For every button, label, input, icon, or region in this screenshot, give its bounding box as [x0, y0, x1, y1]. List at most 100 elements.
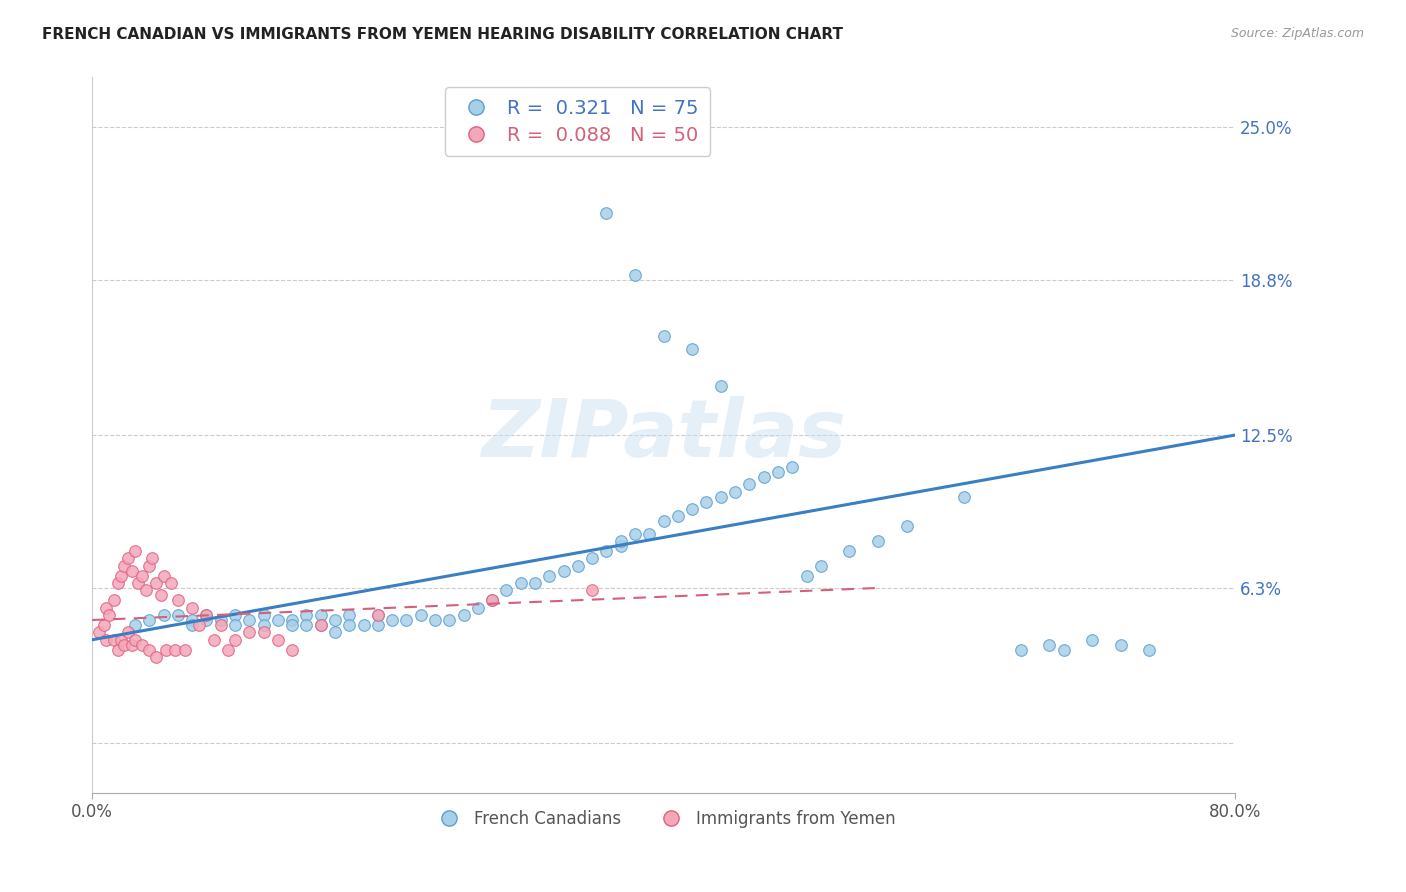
Point	[567, 558, 589, 573]
Point	[103, 593, 125, 607]
Point	[295, 618, 318, 632]
Point	[181, 618, 204, 632]
Point	[1137, 642, 1160, 657]
Point	[681, 502, 703, 516]
Point	[381, 613, 404, 627]
Text: ZIPatlas: ZIPatlas	[481, 396, 846, 474]
Point	[138, 613, 160, 627]
Point	[367, 608, 389, 623]
Point	[224, 632, 246, 647]
Point	[309, 608, 332, 623]
Point	[135, 583, 157, 598]
Point	[752, 470, 775, 484]
Point	[423, 613, 446, 627]
Point	[117, 625, 139, 640]
Point	[838, 544, 860, 558]
Point	[766, 465, 789, 479]
Point	[367, 608, 389, 623]
Point	[238, 613, 260, 627]
Point	[96, 600, 118, 615]
Point	[624, 268, 647, 282]
Point	[252, 625, 274, 640]
Point	[1038, 638, 1060, 652]
Point	[181, 600, 204, 615]
Point	[159, 576, 181, 591]
Point	[367, 618, 389, 632]
Point	[152, 608, 174, 623]
Point	[1010, 642, 1032, 657]
Point	[595, 206, 617, 220]
Point	[1109, 638, 1132, 652]
Point	[96, 632, 118, 647]
Point	[353, 618, 375, 632]
Point	[121, 564, 143, 578]
Point	[107, 642, 129, 657]
Point	[209, 618, 232, 632]
Point	[124, 544, 146, 558]
Point	[409, 608, 432, 623]
Point	[481, 593, 503, 607]
Point	[238, 625, 260, 640]
Point	[98, 608, 121, 623]
Point	[224, 618, 246, 632]
Point	[252, 608, 274, 623]
Point	[553, 564, 575, 578]
Point	[174, 642, 197, 657]
Legend: French Canadians, Immigrants from Yemen: French Canadians, Immigrants from Yemen	[425, 803, 903, 834]
Point	[152, 568, 174, 582]
Point	[195, 608, 218, 623]
Point	[652, 329, 675, 343]
Point	[117, 551, 139, 566]
Point	[337, 618, 360, 632]
Point	[710, 378, 733, 392]
Point	[138, 558, 160, 573]
Point	[652, 514, 675, 528]
Point	[103, 632, 125, 647]
Point	[131, 638, 153, 652]
Point	[681, 342, 703, 356]
Point	[112, 638, 135, 652]
Point	[538, 568, 561, 582]
Point	[188, 618, 211, 632]
Point	[163, 642, 186, 657]
Point	[252, 618, 274, 632]
Point	[780, 460, 803, 475]
Point	[866, 534, 889, 549]
Point	[224, 608, 246, 623]
Point	[124, 632, 146, 647]
Point	[1053, 642, 1076, 657]
Point	[281, 642, 304, 657]
Point	[581, 551, 603, 566]
Point	[141, 551, 163, 566]
Point	[624, 526, 647, 541]
Point	[952, 490, 974, 504]
Point	[131, 568, 153, 582]
Point	[810, 558, 832, 573]
Point	[323, 613, 346, 627]
Point	[796, 568, 818, 582]
Point	[695, 494, 717, 508]
Point	[395, 613, 418, 627]
Point	[202, 632, 225, 647]
Point	[112, 558, 135, 573]
Point	[267, 632, 290, 647]
Point	[121, 638, 143, 652]
Point	[155, 642, 177, 657]
Point	[1081, 632, 1104, 647]
Point	[281, 618, 304, 632]
Point	[666, 509, 689, 524]
Point	[595, 544, 617, 558]
Point	[610, 539, 633, 553]
Point	[439, 613, 461, 627]
Point	[145, 650, 167, 665]
Point	[337, 608, 360, 623]
Point	[167, 608, 190, 623]
Point	[138, 642, 160, 657]
Point	[181, 613, 204, 627]
Point	[467, 600, 489, 615]
Point	[93, 618, 115, 632]
Point	[195, 613, 218, 627]
Point	[724, 484, 747, 499]
Point	[281, 613, 304, 627]
Point	[710, 490, 733, 504]
